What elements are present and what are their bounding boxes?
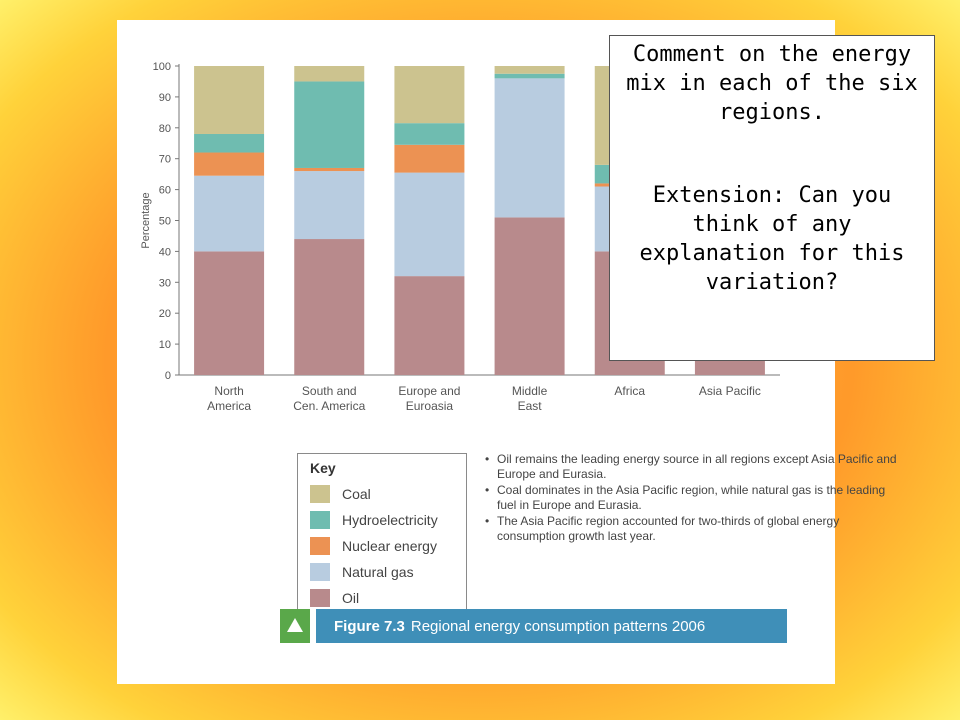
bar-hydroelectricity [194,133,265,153]
bar-nuclear-energy [394,144,465,173]
y-axis-label: Percentage [140,192,152,248]
bar-natural-gas [394,172,465,277]
bar-hydroelectricity [394,123,465,145]
caption-text-box: Figure 7.3 Regional energy consumption p… [316,609,787,643]
x-category-label: Africa [614,384,645,398]
y-tick-label: 10 [159,339,171,351]
key-title: Key [310,460,336,476]
stacked-bar-chart: 0 10 20 30 40 50 60 70 80 90 100 Percentage NorthAme… [140,61,780,413]
key-item-natural-gas: Natural gas [310,562,414,582]
x-category-label: East [518,399,543,413]
figure-caption: Figure 7.3 Regional energy consumption p… [280,609,787,643]
bar-coal [394,66,465,124]
note-item: Oil remains the leading energy source in… [483,452,903,482]
bar-nuclear-energy [294,167,365,172]
bar-oil [394,276,465,375]
chart-notes: Oil remains the leading energy source in… [483,452,903,545]
bar-hydroelectricity [494,73,565,79]
key-label-natural-gas: Natural gas [342,564,414,580]
bar-oil [494,217,565,375]
question-extension: Extension: Can you think of any explanat… [639,183,905,295]
bar-natural-gas [294,171,365,240]
key-swatch-oil [310,589,330,607]
bar-oil [194,251,265,375]
caption-icon-box [280,609,310,643]
y-tick-label: 90 [159,92,171,104]
key-label-coal: Coal [342,486,371,502]
note-item: The Asia Pacific region accounted for tw… [483,514,903,544]
key-label-oil: Oil [342,590,360,606]
key-swatch-natural-gas [310,563,330,581]
x-category-label: Cen. America [293,399,365,413]
key-item-oil: Oil [310,588,359,608]
y-tick-label: 40 [159,246,171,258]
bar-natural-gas [194,175,265,252]
bar-hydroelectricity [294,81,365,168]
x-category-label: Middle [512,384,548,398]
key-item-coal: Coal [310,484,371,504]
key-item-hydroelectricity: Hydroelectricity [310,510,438,530]
x-category-label: North [214,384,243,398]
key-item-nuclear-energy: Nuclear energy [310,536,437,556]
key-swatch-hydroelectricity [310,511,330,529]
y-tick-label: 60 [159,185,171,197]
bar-natural-gas [494,78,565,218]
question-box: Comment on the energy mix in each of the… [609,35,935,361]
caption-text: Regional energy consumption patterns 200… [410,617,706,635]
key-swatch-nuclear-energy [310,537,330,555]
x-category-label: Euroasia [406,399,454,413]
bar-coal [494,66,565,74]
y-tick-label: 70 [159,154,171,166]
y-tick-label: 30 [159,277,171,289]
bar-nuclear-energy [194,152,265,176]
y-tick-label: 100 [153,61,171,73]
y-tick-label: 50 [159,216,171,228]
question-main: Comment on the energy mix in each of the… [626,42,918,125]
key-label-hydroelectricity: Hydroelectricity [342,512,438,528]
x-category-label: Europe and [398,384,460,398]
y-tick-label: 80 [159,123,171,135]
bar-coal [294,66,365,82]
chart-key: Key Coal Hydroelectricity Nuclear energy… [297,453,467,616]
bar-oil [294,239,365,375]
x-category-label: Asia Pacific [699,384,761,398]
caption-figure-label: Figure 7.3 [334,617,405,635]
note-item: Coal dominates in the Asia Pacific regio… [483,483,903,513]
x-category-label: South and [302,384,357,398]
y-tick-label: 20 [159,308,171,320]
x-category-label: America [207,399,251,413]
key-swatch-coal [310,485,330,503]
triangle-icon [287,618,303,632]
y-tick-label: 0 [165,370,171,382]
key-label-nuclear-energy: Nuclear energy [342,538,437,554]
bar-coal [194,66,265,134]
